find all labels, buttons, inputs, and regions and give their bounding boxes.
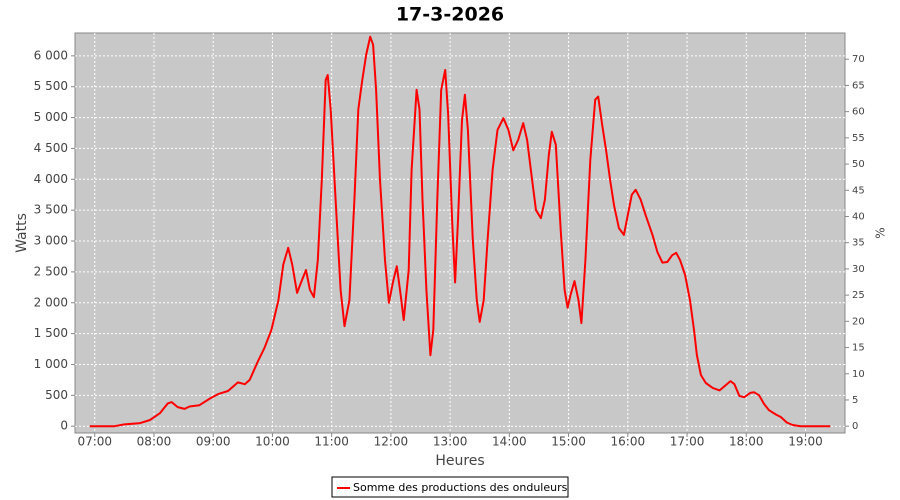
- x-tick-label: 09:00: [196, 435, 231, 449]
- y-tick-label: 0: [60, 419, 68, 433]
- x-tick-label: 14:00: [492, 435, 527, 449]
- y2-tick-label: 20: [852, 316, 865, 327]
- x-tick-label: 17:00: [670, 435, 705, 449]
- legend-label: Somme des productions des onduleurs: [353, 481, 568, 494]
- x-tick-label: 18:00: [729, 435, 764, 449]
- y2-tick-label: 55: [852, 133, 865, 144]
- y2-tick-label: 60: [852, 107, 865, 118]
- y-tick-label: 3 500: [34, 203, 68, 217]
- x-tick-label: 19:00: [788, 435, 823, 449]
- data-line: [89, 35, 831, 428]
- x-tick-label: 16:00: [611, 435, 646, 449]
- y2-tick-label: 10: [852, 369, 865, 380]
- y-tick-label: 1 000: [34, 357, 68, 371]
- y2-tick-label: 50: [852, 159, 865, 170]
- chart-title: 17-3-2026: [396, 4, 504, 26]
- y2-tick-label: 5: [852, 395, 858, 406]
- y2-tick-label: 15: [852, 343, 865, 354]
- x-tick-label: 12:00: [374, 435, 409, 449]
- y-tick-label: 5 000: [34, 110, 68, 124]
- y-tick-label: 2 000: [34, 295, 68, 309]
- y2-tick-label: 70: [852, 54, 865, 65]
- y-tick-label: 4 500: [34, 141, 68, 155]
- y2-tick-label: 30: [852, 264, 865, 275]
- x-tick-label: 11:00: [314, 435, 349, 449]
- plot-area: [74, 32, 846, 434]
- y-tick-label: 6 000: [34, 48, 68, 62]
- x-tick-label: 10:00: [255, 435, 290, 449]
- x-axis-label: Heures: [435, 453, 484, 469]
- y2-axis-label: %: [874, 227, 888, 238]
- x-tick-label: 13:00: [433, 435, 468, 449]
- y2-tick-label: 0: [852, 421, 858, 432]
- y-tick-label: 5 500: [34, 79, 68, 93]
- x-tick-label: 07:00: [77, 435, 112, 449]
- x-tick-label: 08:00: [137, 435, 172, 449]
- y-tick-label: 4 000: [34, 172, 68, 186]
- y-tick-label: 2 500: [34, 264, 68, 278]
- y-tick-label: 1 500: [34, 326, 68, 340]
- y2-tick-label: 65: [852, 80, 865, 91]
- y-axis-label: Watts: [14, 213, 30, 253]
- y2-tick-label: 35: [852, 238, 865, 249]
- y-tick-label: 500: [45, 388, 68, 402]
- legend: [331, 476, 569, 498]
- y2-tick-label: 40: [852, 211, 865, 222]
- y-tick-label: 3 000: [34, 234, 68, 248]
- y2-tick-label: 25: [852, 290, 865, 301]
- y2-tick-label: 45: [852, 185, 865, 196]
- x-tick-label: 15:00: [551, 435, 586, 449]
